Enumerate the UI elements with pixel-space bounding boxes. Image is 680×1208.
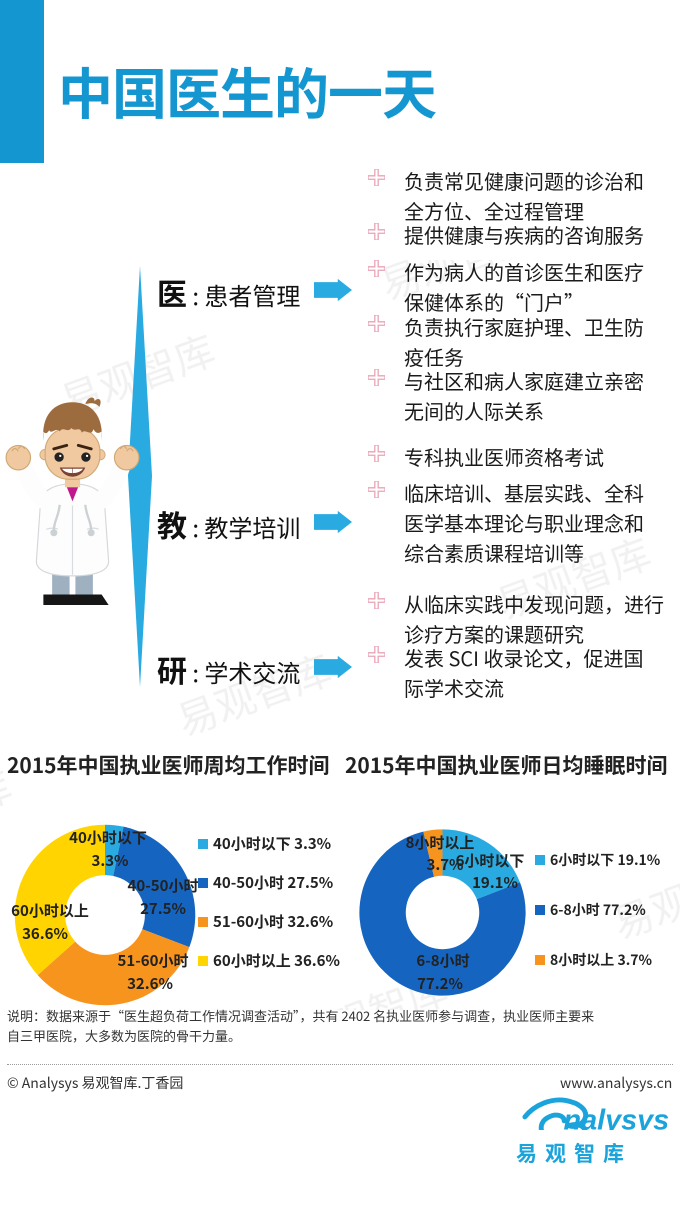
svg-text:nalysys: nalysys: [564, 1104, 669, 1130]
